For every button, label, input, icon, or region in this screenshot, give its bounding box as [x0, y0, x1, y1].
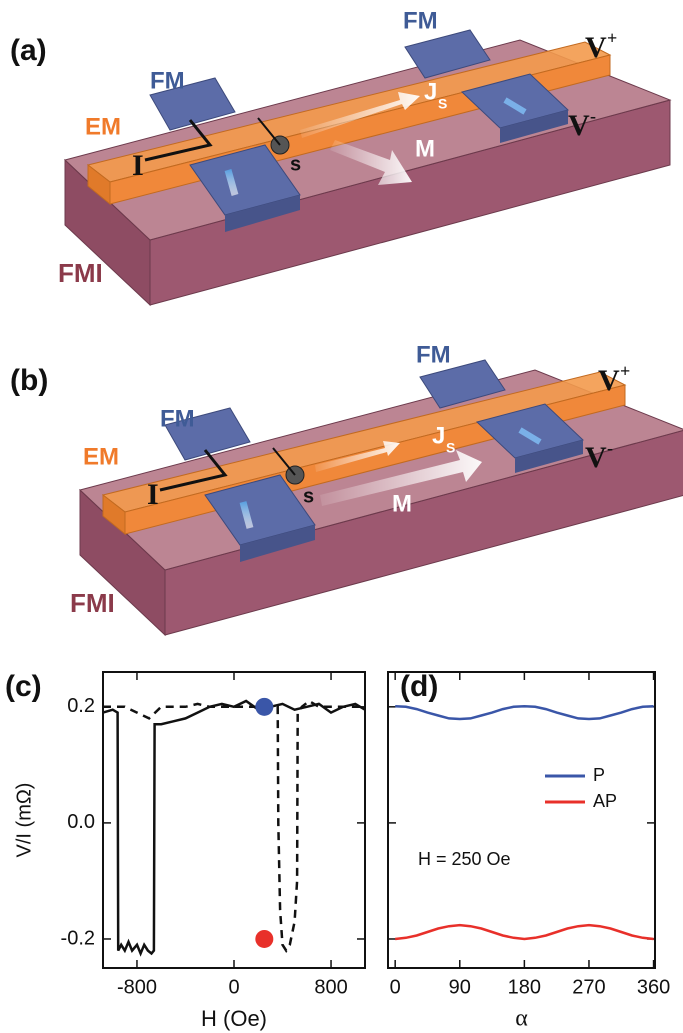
panel-label: (a)	[10, 34, 47, 67]
fm-arrow	[239, 501, 254, 529]
v-minus-sup: -	[590, 106, 596, 126]
spin-arrow	[272, 447, 296, 476]
fm-label: FM	[150, 67, 185, 94]
x-tick-label: 0	[228, 976, 239, 998]
spin-current-label: J	[424, 78, 437, 105]
spin-current-arrow	[300, 92, 420, 138]
x-axis-label: H (Oe)	[201, 1006, 267, 1031]
x-tick-label: 360	[637, 976, 670, 998]
substrate-label: FMI	[58, 258, 103, 288]
y-tick-label: -0.2	[61, 927, 95, 949]
v-plus-label: V	[585, 31, 607, 64]
spin-current-sub: S	[438, 96, 447, 112]
y-tick-label: 0.0	[67, 811, 95, 833]
x-tick-label: 0	[390, 976, 401, 998]
em-label: EM	[85, 113, 121, 140]
x-tick-label: 180	[508, 976, 541, 998]
panel-b: (b) FM FM EM I s J S M V + V - FMI	[10, 341, 683, 636]
panel-a: (a) FM FM EM I s J S M V + V - FMI	[10, 7, 671, 306]
magnetization-arrow	[330, 140, 412, 185]
x-axis-label: α	[515, 1006, 528, 1032]
data-point	[255, 697, 274, 716]
y-tick-label: 0.2	[67, 695, 95, 717]
spin-current-sub: S	[446, 440, 455, 456]
spin-arrow	[257, 117, 281, 146]
v-minus-label: V	[568, 109, 590, 142]
current-arrow	[144, 119, 213, 162]
plot-frame	[102, 671, 366, 969]
fm-arrow	[224, 169, 239, 196]
data-point	[255, 929, 274, 948]
fm-arrow	[518, 427, 542, 445]
spin-label: s	[303, 485, 314, 507]
y-axis-label: V/I (mΩ)	[13, 783, 35, 858]
magnetization-arrow	[320, 450, 482, 506]
fm-arrow	[503, 97, 527, 115]
spin-current-arrow	[315, 441, 400, 472]
current-label: I	[147, 478, 159, 511]
v-plus-label: V	[598, 364, 620, 397]
x-tick-label: 270	[572, 976, 605, 998]
x-tick-label: 90	[449, 976, 471, 998]
x-tick-label: -800	[117, 976, 157, 998]
fm-label: FM	[416, 341, 451, 368]
em-label: EM	[83, 443, 119, 470]
data-line	[395, 923, 654, 941]
legend-label: AP	[593, 791, 617, 811]
legend-label: P	[593, 765, 605, 785]
v-plus-sup: +	[620, 361, 630, 381]
x-tick-label: 800	[314, 976, 347, 998]
v-plus-sup: +	[607, 28, 617, 48]
panel-label: (d)	[400, 670, 438, 703]
fm-label: FM	[160, 405, 195, 432]
v-minus-label: V	[585, 441, 607, 474]
current-arrow	[159, 449, 228, 492]
fm-label: FM	[403, 7, 438, 34]
magnetization-label: M	[392, 490, 412, 517]
substrate-label: FMI	[70, 588, 115, 618]
data-line	[103, 699, 365, 953]
panel-label: (c)	[5, 670, 42, 703]
spin-current-label: J	[432, 422, 445, 449]
spin-label: s	[290, 153, 301, 175]
plot-frame	[387, 671, 656, 969]
device-drawing	[79, 359, 683, 636]
annotation: H = 250 Oe	[418, 849, 511, 869]
magnetization-label: M	[415, 135, 435, 162]
current-label: I	[132, 149, 144, 182]
charts: -800 0 800 0.2 0.0 -0.2 (c) H (Oe) V/I (mΩ) 0 90 18…	[5, 670, 670, 1032]
data-line	[102, 699, 366, 957]
data-line	[395, 704, 654, 721]
v-minus-sup: -	[607, 438, 613, 458]
panel-label: (b)	[10, 364, 48, 397]
